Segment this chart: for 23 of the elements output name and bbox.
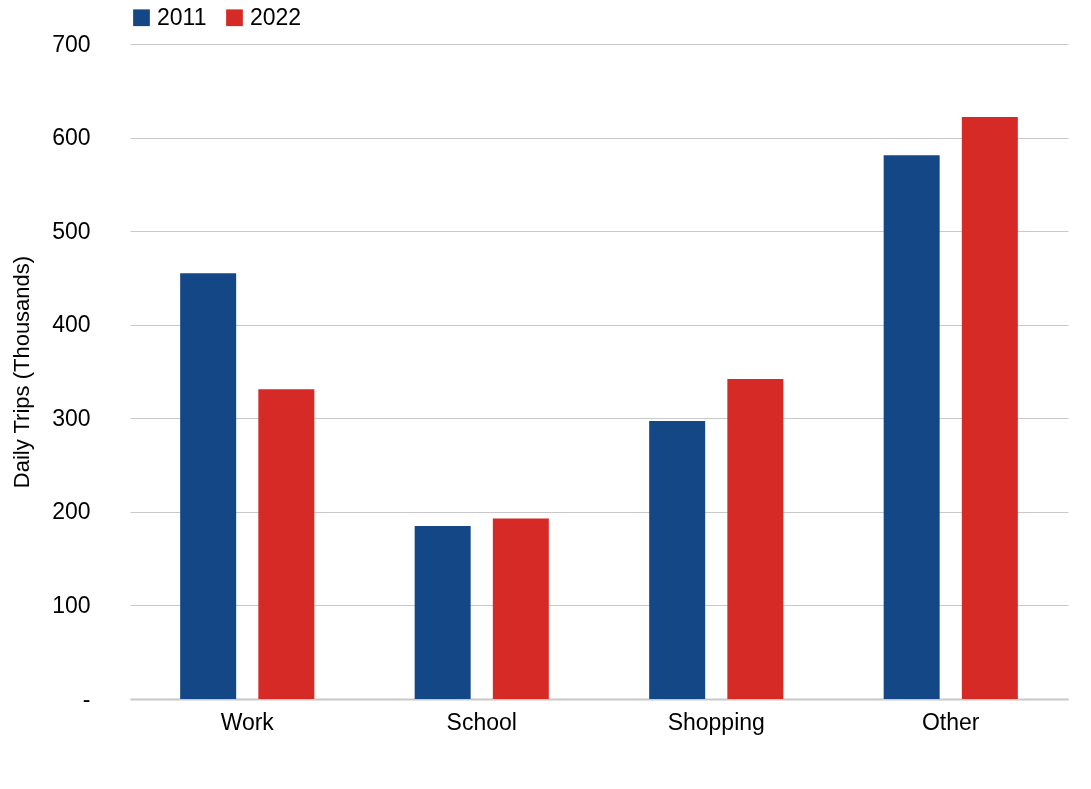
legend-label: 2011 [157, 3, 207, 30]
bar [883, 155, 940, 699]
bar [414, 525, 471, 699]
bar [961, 116, 1018, 699]
bar [258, 389, 315, 699]
legend-label: 2022 [250, 3, 302, 30]
y-axis-title: Daily Trips (Thousands) [9, 255, 35, 489]
x-tick-label: Other [921, 708, 980, 735]
y-tick-label: 500 [52, 217, 91, 244]
x-tick-label: Shopping [667, 708, 765, 735]
bar [180, 273, 237, 699]
x-tick-label: School [446, 708, 517, 735]
y-tick-label: 700 [52, 30, 91, 57]
y-tick-label: - [82, 685, 91, 712]
bar [649, 421, 706, 699]
y-tick-label: 100 [52, 591, 91, 618]
y-tick-label: 600 [52, 124, 91, 151]
x-tick-label: Work [220, 708, 275, 735]
y-tick-label: 400 [52, 311, 91, 338]
y-tick-label: 200 [52, 498, 91, 525]
bar [727, 378, 784, 699]
bar [492, 518, 549, 699]
y-tick-label: 300 [52, 404, 91, 431]
